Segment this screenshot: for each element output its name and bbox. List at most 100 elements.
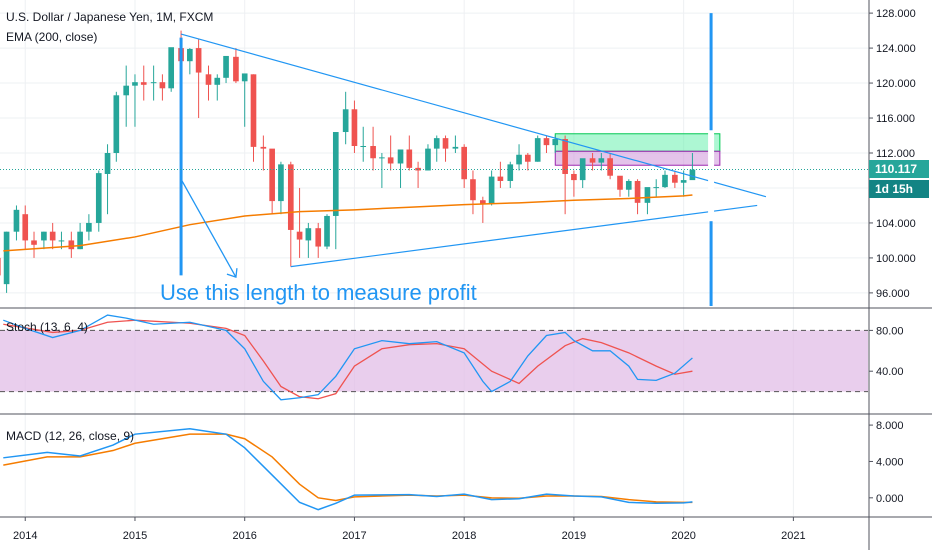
- candle-body: [296, 231, 303, 240]
- candle-body: [305, 228, 312, 241]
- candle-body: [269, 148, 275, 202]
- candle-body: [205, 74, 212, 85]
- candle-body: [625, 180, 632, 190]
- candle-body: [433, 138, 440, 149]
- candle-body: [552, 139, 559, 146]
- chart-title: U.S. Dollar / Japanese Yen, 1M, FXCM: [6, 10, 214, 24]
- price-tick-label: 100.000: [876, 253, 916, 265]
- candle-body: [332, 132, 339, 216]
- candle-body: [497, 176, 504, 181]
- candle-body: [689, 169, 696, 181]
- stoch-band: [0, 330, 868, 392]
- candle-body: [31, 240, 37, 245]
- candle-body: [214, 77, 221, 85]
- candle-body: [241, 73, 248, 82]
- candle-body: [425, 148, 431, 171]
- candle-body: [534, 138, 541, 162]
- candle-body: [406, 149, 413, 168]
- candle-body: [278, 164, 284, 202]
- candle-body: [524, 154, 531, 162]
- macd-legend[interactable]: MACD (12, 26, close, 9): [6, 429, 135, 443]
- price-tick-label: 120.000: [876, 78, 916, 90]
- candle-body: [187, 48, 193, 62]
- candle-body: [95, 173, 102, 223]
- candle-body: [662, 174, 668, 188]
- candle-body: [195, 48, 202, 73]
- candle-body: [680, 180, 687, 183]
- upper-trendline: [180, 33, 767, 198]
- macd-tick-label: 0.000: [876, 493, 904, 505]
- candle-body: [104, 153, 111, 174]
- candle-body: [370, 146, 376, 159]
- macd-signal-line: [3, 433, 693, 504]
- candle-body: [672, 174, 678, 183]
- candle-body: [58, 240, 65, 242]
- annotation-text[interactable]: Use this length to measure profit: [160, 280, 477, 305]
- price-tick-label: 128.000: [876, 8, 916, 20]
- candle-body: [516, 154, 522, 165]
- candle-body: [442, 138, 449, 149]
- candle-body: [488, 176, 495, 204]
- countdown-badge: 1d 15h: [869, 180, 929, 199]
- stochastic-pane: [0, 314, 868, 401]
- candle-body: [653, 187, 660, 189]
- price-tick-label: 116.000: [876, 113, 915, 125]
- candle-body: [607, 158, 613, 176]
- candle-body: [324, 215, 330, 247]
- candle-body: [598, 158, 605, 163]
- candle-body: [223, 55, 229, 78]
- stoch-k-line: [3, 314, 693, 401]
- time-tick-label: 2021: [781, 530, 805, 542]
- candle-body: [507, 164, 514, 181]
- time-tick-label: 2018: [452, 530, 476, 542]
- candle-body: [342, 109, 349, 133]
- candle-body: [562, 139, 568, 174]
- candle-body: [260, 146, 267, 149]
- ema-200-line: [3, 194, 693, 252]
- measure-bar-gap: [708, 130, 715, 222]
- candle-body: [140, 82, 147, 85]
- candle-body: [379, 157, 385, 159]
- price-tick-label: 124.000: [876, 43, 916, 55]
- measure-arrowhead: [226, 268, 238, 279]
- candle-body: [644, 187, 651, 203]
- candle-body: [233, 56, 239, 82]
- candle-body: [315, 228, 322, 247]
- price-scale: [869, 0, 932, 550]
- stoch-legend[interactable]: Stoch (13, 6, 4): [6, 320, 89, 334]
- time-tick-label: 2017: [342, 530, 366, 542]
- candle-body: [113, 95, 120, 153]
- candle-body: [49, 231, 56, 241]
- candle-body: [571, 173, 577, 181]
- trendline-drawings[interactable]: [0, 13, 868, 306]
- candle-body: [22, 214, 29, 241]
- lower-trendline: [290, 204, 758, 268]
- candle-body: [351, 109, 358, 147]
- ema-line: [3, 194, 693, 252]
- price-tick-label: 96.000: [876, 288, 910, 300]
- target-box-purple: [554, 150, 721, 166]
- time-tick-label: 2020: [671, 530, 695, 542]
- target-box-green: [554, 133, 721, 152]
- stoch-tick-label: 40.00: [876, 366, 904, 378]
- ema-legend[interactable]: EMA (200, close): [6, 30, 98, 44]
- macd-line: [3, 427, 693, 511]
- candle-body: [415, 167, 421, 171]
- macd-tick-label: 4.000: [876, 456, 904, 468]
- candle-body: [287, 164, 294, 230]
- time-tick-label: 2015: [123, 530, 147, 542]
- candle-body: [480, 200, 486, 204]
- rectangle-drawings[interactable]: [554, 133, 721, 166]
- candle-body: [634, 180, 641, 203]
- candle-body: [617, 175, 623, 190]
- candle-body: [397, 149, 404, 164]
- candle-body: [13, 209, 20, 232]
- candle-body: [123, 85, 130, 96]
- candle-body: [461, 146, 468, 180]
- candle-body: [77, 231, 83, 250]
- candle-body: [387, 157, 394, 164]
- candlestick-series: [0, 30, 696, 293]
- candle-body: [150, 82, 157, 84]
